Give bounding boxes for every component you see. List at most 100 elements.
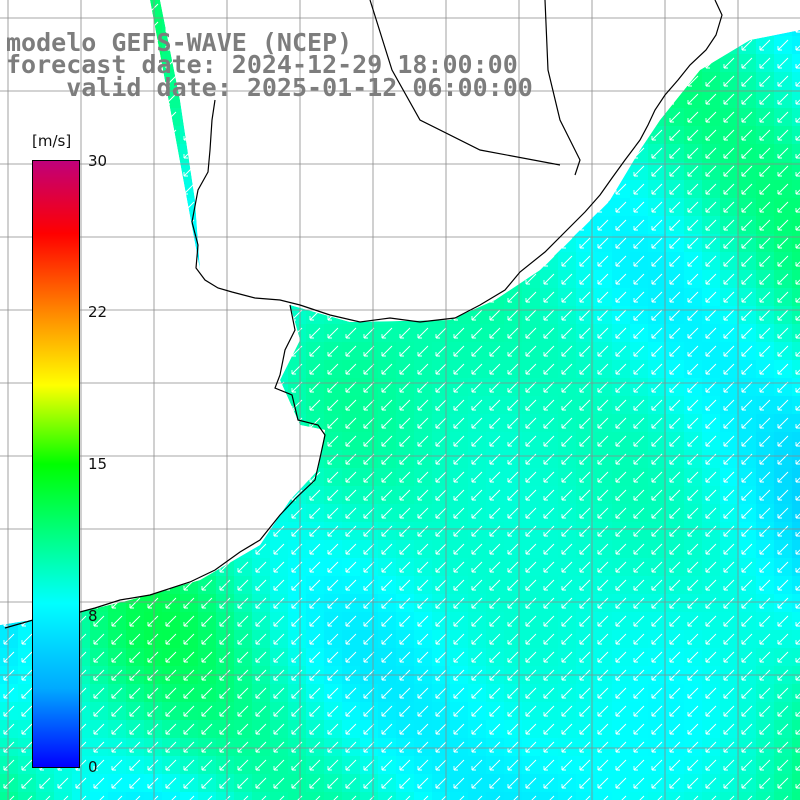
- wind-arrow: [597, 291, 609, 303]
- wind-arrow: [597, 543, 609, 555]
- wind-arrow: [705, 723, 717, 735]
- wind-arrow: [777, 615, 789, 627]
- wind-arrow: [93, 759, 105, 771]
- wind-arrow: [399, 345, 411, 357]
- wind-arrow: [795, 225, 800, 231]
- wind-arrow: [309, 327, 321, 339]
- wind-arrow: [363, 525, 375, 537]
- wind-arrow: [561, 471, 573, 483]
- wind-arrow: [183, 705, 195, 717]
- wind-arrow: [255, 759, 267, 771]
- wind-arrow: [777, 129, 789, 141]
- wind-arrow: [741, 363, 753, 375]
- wind-arrow: [795, 621, 800, 627]
- wind-arrow: [165, 687, 177, 699]
- wind-arrow: [723, 291, 735, 303]
- wind-arrow: [561, 687, 573, 699]
- wind-arrow: [453, 723, 465, 735]
- wind-arrow: [795, 45, 800, 51]
- wind-arrow: [219, 651, 231, 663]
- wind-arrow: [759, 705, 771, 717]
- wind-arrow: [759, 201, 771, 213]
- wind-arrow: [597, 435, 609, 447]
- wind-arrow: [147, 687, 159, 699]
- wind-arrow: [597, 597, 609, 609]
- wind-arrow: [633, 597, 645, 609]
- wind-arrow: [633, 687, 645, 699]
- wind-arrow: [399, 507, 411, 519]
- wind-arrow: [435, 615, 447, 627]
- wind-arrow: [309, 579, 321, 591]
- wind-arrow: [435, 525, 447, 537]
- wind-arrow: [633, 723, 645, 735]
- wind-arrow: [633, 777, 645, 789]
- wind-arrow: [435, 543, 447, 555]
- wind-arrow: [687, 687, 699, 699]
- wind-arrow: [633, 291, 645, 303]
- wind-arrow: [345, 543, 357, 555]
- wind-arrow: [327, 705, 339, 717]
- wind-arrow: [345, 381, 357, 393]
- wind-arrow: [507, 327, 519, 339]
- wind-arrow: [345, 435, 357, 447]
- wind-arrow: [651, 633, 663, 645]
- wind-arrow: [561, 273, 573, 285]
- wind-arrow: [795, 585, 800, 591]
- wind-arrow: [687, 111, 699, 123]
- wind-arrow: [741, 615, 753, 627]
- wind-arrow: [759, 39, 771, 51]
- wind-arrow: [417, 381, 429, 393]
- wind-arrow: [597, 525, 609, 537]
- wind-arrow: [417, 633, 429, 645]
- wind-arrow: [255, 705, 267, 717]
- wind-arrow: [651, 345, 663, 357]
- wind-arrow: [363, 435, 375, 447]
- wind-arrow: [687, 705, 699, 717]
- wind-arrow: [471, 363, 483, 375]
- wind-arrow: [201, 615, 213, 627]
- wind-arrow: [669, 633, 681, 645]
- wind-arrow: [327, 327, 339, 339]
- wind-arrow: [273, 633, 285, 645]
- wind-arrow: [669, 723, 681, 735]
- wind-arrow: [741, 273, 753, 285]
- wind-arrow: [597, 219, 609, 231]
- wind-arrow: [327, 579, 339, 591]
- wind-arrow: [687, 759, 699, 771]
- wind-speed-cell: [792, 36, 800, 54]
- wind-arrow: [561, 327, 573, 339]
- wind-arrow: [597, 615, 609, 627]
- wind-arrow: [633, 705, 645, 717]
- wind-arrow: [237, 705, 249, 717]
- wind-arrow: [795, 153, 800, 159]
- wind-arrow: [129, 705, 141, 717]
- wind-speed-cell: [702, 792, 720, 800]
- wind-arrow: [777, 417, 789, 429]
- colorbar-tick-22: 22: [88, 303, 108, 321]
- wind-arrow: [255, 561, 267, 573]
- wind-arrow: [309, 525, 321, 537]
- wind-arrow: [543, 345, 555, 357]
- wind-arrow: [561, 777, 573, 789]
- wind-speed-cell: [792, 630, 800, 648]
- wind-arrow: [795, 297, 800, 303]
- wind-arrow: [723, 705, 735, 717]
- wind-arrow: [723, 633, 735, 645]
- wind-arrow: [255, 579, 267, 591]
- wind-arrow: [201, 723, 213, 735]
- wind-arrow: [381, 525, 393, 537]
- wind-arrow: [399, 687, 411, 699]
- wind-arrow: [777, 741, 789, 753]
- wind-arrow: [111, 777, 123, 789]
- wind-arrow: [651, 255, 663, 267]
- wind-arrow: [723, 57, 735, 69]
- wind-arrow: [741, 777, 753, 789]
- wind-arrow: [759, 633, 771, 645]
- wind-arrow: [597, 579, 609, 591]
- wind-arrow: [561, 489, 573, 501]
- wind-arrow: [417, 687, 429, 699]
- wind-arrow: [363, 417, 375, 429]
- wind-arrow: [417, 471, 429, 483]
- wind-arrow: [111, 615, 123, 627]
